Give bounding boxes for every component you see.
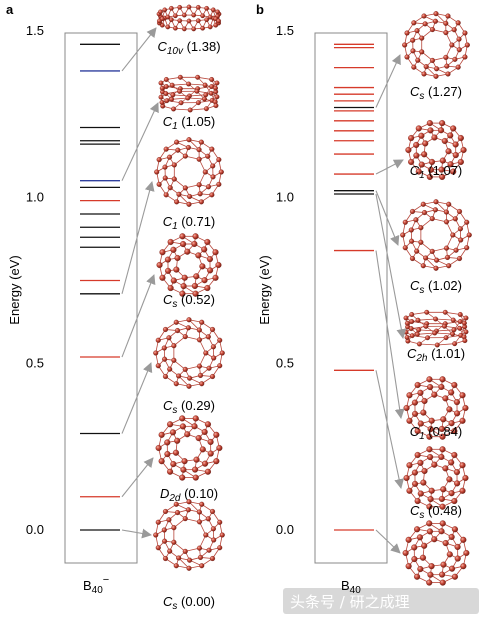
isomer-structure: [405, 120, 467, 180]
isomer-label: Cs (0.00): [163, 594, 215, 612]
panel-letter: a: [6, 2, 14, 17]
connector-arrow: [375, 159, 404, 175]
isomer-label: C1 (1.07): [410, 163, 463, 181]
connector-arrow: [121, 181, 155, 294]
isomer-label: Cs (0.48): [410, 503, 462, 521]
isomer-structure: [402, 11, 470, 79]
connector-arrow: [121, 274, 156, 358]
isomer-label: C1 (0.84): [410, 424, 463, 442]
isomer-structure: [153, 317, 225, 389]
connector-arrow: [375, 370, 404, 489]
isomer-label: Cs (1.27): [410, 84, 462, 102]
y-tick-label: 1.0: [276, 189, 294, 204]
isomer-label: C1 (0.71): [163, 214, 216, 232]
isomer-structure: [403, 309, 469, 348]
connector-arrow: [375, 193, 407, 339]
y-tick-label: 1.5: [276, 23, 294, 38]
isomer-label: Cs (0.52): [163, 292, 215, 310]
watermark-text: 头条号 / 研之成理: [290, 593, 410, 611]
panel-letter: b: [256, 2, 264, 17]
plot-frame: [314, 32, 388, 564]
y-tick-label: 0.5: [276, 356, 294, 371]
connector-arrow: [375, 529, 401, 554]
connector-arrow: [121, 528, 152, 539]
connector-arrow: [375, 190, 400, 246]
connector-arrow: [375, 250, 405, 419]
connector-arrow: [121, 457, 154, 498]
connector-arrow: [121, 27, 157, 72]
y-tick-label: 1.0: [26, 189, 44, 204]
isomer-structure: [402, 520, 470, 586]
isomer-structure: [403, 446, 469, 510]
plot-frame: [64, 32, 138, 564]
isomer-structure: [400, 199, 472, 271]
y-tick-label: 1.5: [26, 23, 44, 38]
isomer-label: C10v (1.38): [157, 39, 220, 57]
connector-arrow: [121, 362, 153, 434]
x-axis-label: B40: [341, 578, 361, 596]
y-tick-label: 0.0: [276, 522, 294, 537]
isomer-label: C2h (1.01): [407, 346, 465, 364]
connector-arrow: [375, 54, 401, 108]
y-tick-label: 0.0: [26, 522, 44, 537]
y-tick-label: 0.5: [26, 356, 44, 371]
isomer-label: Cs (1.02): [410, 278, 462, 296]
isomer-structure: [156, 233, 222, 297]
x-axis-label: B40−: [83, 574, 109, 596]
isomer-label: C1 (1.05): [163, 114, 216, 132]
isomer-structure: [154, 137, 224, 207]
isomer-structure: [156, 4, 222, 32]
isomer-label: Cs (0.29): [163, 398, 215, 416]
connector-arrow: [121, 102, 159, 181]
isomer-structure: [158, 74, 220, 113]
isomer-structure: [403, 376, 469, 440]
panel-b: b 0.0 0.5 1.0 1.5 Energy (eV) B40 Cs (1.27) C1 (…: [256, 2, 472, 596]
isomer-structure: [155, 415, 223, 481]
y-axis-label: Energy (eV): [7, 255, 22, 324]
panel-a: a 0.0 0.5 1.0 1.5 Energy (eV) B40− C10v (1.38) C…: [6, 2, 225, 612]
isomer-label: D2d (0.10): [160, 486, 218, 504]
isomer-structure: [153, 499, 225, 571]
watermark: 头条号 / 研之成理: [283, 588, 479, 614]
y-axis-label: Energy (eV): [257, 255, 272, 324]
